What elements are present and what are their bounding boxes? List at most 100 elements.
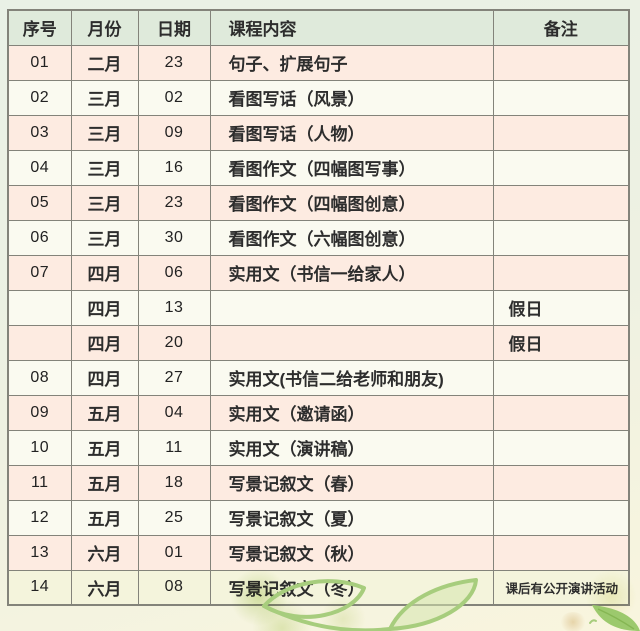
cell-course-content: 看图写话（风景）: [209, 79, 494, 116]
cell-course-content: 句子、扩展句子: [209, 44, 494, 81]
cell-serial-number: 09: [7, 394, 72, 431]
cell-course-content: 实用文(书信二给老师和朋友): [209, 359, 494, 396]
table-row: 05 三月 23 看图作文（四幅图创意）: [7, 184, 630, 221]
cell-course-content: 写景记叙文（秋）: [209, 534, 494, 571]
cell-course-content: [209, 289, 494, 326]
cell-serial-number: 01: [7, 44, 72, 81]
cell-serial-number: 06: [7, 219, 72, 256]
cell-month: 五月: [70, 499, 139, 536]
table-row: 12 五月 25 写景记叙文（夏）: [7, 499, 630, 536]
cell-serial-number: 11: [7, 464, 72, 501]
col-header-content: 课程内容: [209, 9, 494, 46]
cell-note: [492, 359, 630, 396]
cell-note: 假日: [492, 289, 630, 326]
cell-note: [492, 499, 630, 536]
cell-course-content: 实用文（邀请函）: [209, 394, 494, 431]
cell-month: 六月: [70, 534, 139, 571]
cell-date: 11: [137, 429, 211, 466]
table-row: 14 六月 08 写景记叙文（冬） 课后有公开演讲活动: [7, 569, 630, 606]
cell-date: 08: [137, 569, 211, 606]
cell-serial-number: 07: [7, 254, 72, 291]
col-header-note: 备注: [492, 9, 630, 46]
table-row: 04 三月 16 看图作文（四幅图写事）: [7, 149, 630, 186]
table-row: 02 三月 02 看图写话（风景）: [7, 79, 630, 116]
course-schedule-table: 序号 月份 日期 课程内容 备注 01 二月 23 句子、扩展句子 02 三月 …: [7, 9, 630, 606]
col-header-serial: 序号: [7, 9, 72, 46]
cell-note: [492, 184, 630, 221]
cell-month: 五月: [70, 429, 139, 466]
cell-note: [492, 44, 630, 81]
watermark-blob: [560, 612, 586, 631]
cell-date: 23: [137, 44, 211, 81]
cell-date: 16: [137, 149, 211, 186]
table-row: 06 三月 30 看图作文（六幅图创意）: [7, 219, 630, 256]
table-row: 13 六月 01 写景记叙文（秋）: [7, 534, 630, 571]
cell-date: 13: [137, 289, 211, 326]
cell-note: 假日: [492, 324, 630, 361]
cell-month: 三月: [70, 79, 139, 116]
cell-month: 二月: [70, 44, 139, 81]
table-row: 10 五月 11 实用文（演讲稿）: [7, 429, 630, 466]
cell-note: [492, 254, 630, 291]
cell-serial-number: [7, 289, 72, 326]
table-row: 四月 20 假日: [7, 324, 630, 361]
cell-date: 30: [137, 219, 211, 256]
cell-month: 三月: [70, 114, 139, 151]
cell-serial-number: 10: [7, 429, 72, 466]
cell-date: 09: [137, 114, 211, 151]
cell-course-content: 实用文（书信一给家人）: [209, 254, 494, 291]
cell-course-content: 看图作文（四幅图写事）: [209, 149, 494, 186]
table-body: 01 二月 23 句子、扩展句子 02 三月 02 看图写话（风景） 03 三月…: [7, 44, 630, 606]
cell-course-content: 实用文（演讲稿）: [209, 429, 494, 466]
cell-serial-number: 05: [7, 184, 72, 221]
table-row: 11 五月 18 写景记叙文（春）: [7, 464, 630, 501]
cell-month: 三月: [70, 184, 139, 221]
table-row: 08 四月 27 实用文(书信二给老师和朋友): [7, 359, 630, 396]
cell-date: 06: [137, 254, 211, 291]
cell-month: 五月: [70, 464, 139, 501]
cell-serial-number: 14: [7, 569, 72, 606]
cell-course-content: 写景记叙文（冬）: [209, 569, 494, 606]
cell-date: 27: [137, 359, 211, 396]
header-row: 序号 月份 日期 课程内容 备注: [7, 9, 630, 46]
cell-note: [492, 79, 630, 116]
cell-serial-number: [7, 324, 72, 361]
table-row: 07 四月 06 实用文（书信一给家人）: [7, 254, 630, 291]
cell-serial-number: 13: [7, 534, 72, 571]
cell-date: 23: [137, 184, 211, 221]
cell-note: [492, 534, 630, 571]
cell-date: 25: [137, 499, 211, 536]
cell-date: 20: [137, 324, 211, 361]
cell-month: 五月: [70, 394, 139, 431]
cell-month: 四月: [70, 359, 139, 396]
col-header-month: 月份: [70, 9, 139, 46]
cell-course-content: 看图作文（六幅图创意）: [209, 219, 494, 256]
cell-month: 四月: [70, 254, 139, 291]
cell-note: [492, 429, 630, 466]
cell-month: 三月: [70, 219, 139, 256]
cell-serial-number: 12: [7, 499, 72, 536]
cell-month: 三月: [70, 149, 139, 186]
cell-course-content: 看图写话（人物）: [209, 114, 494, 151]
cell-note: [492, 149, 630, 186]
cell-note: [492, 114, 630, 151]
cell-course-content: 写景记叙文（夏）: [209, 499, 494, 536]
cell-note: 课后有公开演讲活动: [492, 569, 630, 606]
table-row: 03 三月 09 看图写话（人物）: [7, 114, 630, 151]
cell-month: 六月: [70, 569, 139, 606]
cell-note: [492, 394, 630, 431]
table-row: 09 五月 04 实用文（邀请函）: [7, 394, 630, 431]
cell-date: 18: [137, 464, 211, 501]
leaf-corner-icon: [589, 605, 640, 631]
cell-serial-number: 03: [7, 114, 72, 151]
cell-serial-number: 04: [7, 149, 72, 186]
cell-serial-number: 02: [7, 79, 72, 116]
cell-course-content: [209, 324, 494, 361]
col-header-date: 日期: [137, 9, 211, 46]
cell-serial-number: 08: [7, 359, 72, 396]
cell-course-content: 看图作文（四幅图创意）: [209, 184, 494, 221]
cell-note: [492, 219, 630, 256]
cell-date: 02: [137, 79, 211, 116]
cell-course-content: 写景记叙文（春）: [209, 464, 494, 501]
